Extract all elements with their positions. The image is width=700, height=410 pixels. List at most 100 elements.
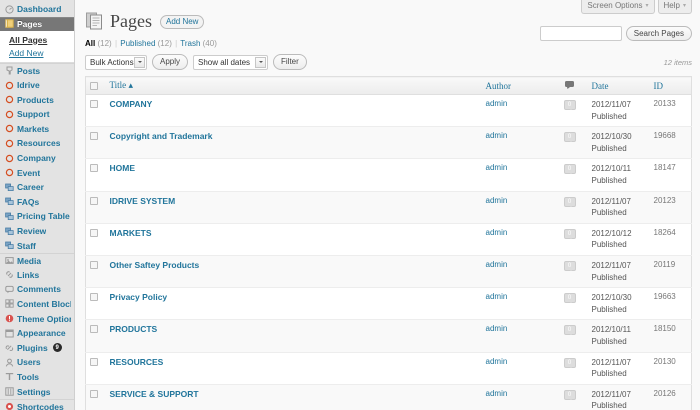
comment-count-badge[interactable]: 0: [563, 100, 576, 110]
row-checkbox[interactable]: [90, 228, 98, 237]
sidebar-item-pages[interactable]: Pages: [0, 16, 74, 32]
submenu-item-add-new[interactable]: Add New: [9, 47, 44, 58]
row-select-cell[interactable]: [85, 287, 106, 321]
row-select-cell[interactable]: [85, 352, 106, 385]
author-link[interactable]: admin: [485, 163, 508, 173]
table-row[interactable]: MARKETS admin 0 2012/10/12 Published 18264: [85, 223, 692, 256]
search-input[interactable]: [539, 26, 622, 42]
author-link[interactable]: admin: [485, 356, 508, 366]
comment-count-badge[interactable]: 0: [563, 293, 576, 304]
comment-count-badge[interactable]: 0: [563, 196, 576, 207]
search-pages-button[interactable]: Search Pages: [625, 26, 692, 42]
row-select-cell[interactable]: [85, 384, 106, 410]
filter-link-trash[interactable]: Trash: [180, 39, 201, 48]
sidebar-item-support[interactable]: Support: [0, 107, 74, 122]
sidebar-item-appearance[interactable]: Appearance: [0, 326, 74, 341]
row-checkbox[interactable]: [90, 196, 98, 205]
page-title-link[interactable]: PRODUCTS: [109, 324, 158, 335]
row-select-cell[interactable]: [85, 319, 106, 353]
sidebar-item-plugins[interactable]: Plugins 9: [0, 340, 74, 355]
author-link[interactable]: admin: [485, 99, 508, 108]
sidebar-item-dashboard[interactable]: Dashboard: [0, 2, 74, 17]
row-select-cell[interactable]: [85, 223, 106, 256]
table-row[interactable]: COMPANY admin 0 2012/11/07 Published 20133: [85, 94, 692, 128]
screen-options-tab[interactable]: Screen Options ▾: [581, 0, 655, 14]
comment-count-badge[interactable]: 0: [563, 389, 576, 400]
filter-button[interactable]: Filter: [273, 54, 307, 70]
author-link[interactable]: admin: [485, 195, 508, 205]
author-link[interactable]: admin: [485, 131, 508, 141]
column-header-author[interactable]: Author: [481, 76, 552, 95]
row-checkbox[interactable]: [90, 100, 98, 108]
sidebar-item-company[interactable]: Company: [0, 151, 74, 166]
row-checkbox[interactable]: [90, 260, 98, 269]
sidebar-item-tools[interactable]: Tools: [0, 370, 74, 385]
help-tab[interactable]: Help ▾: [657, 0, 692, 14]
table-row[interactable]: SERVICE & SUPPORT admin 0 2012/11/07 Publish…: [85, 384, 692, 410]
sidebar-item-resources[interactable]: Resources: [0, 136, 74, 151]
bulk-actions-select-top[interactable]: Bulk Actions: [85, 54, 147, 70]
row-select-cell[interactable]: [85, 191, 106, 224]
sidebar-item-staff[interactable]: Staff: [0, 238, 74, 253]
table-row[interactable]: Privacy Policy admin 0 2012/10/30 Published 1…: [85, 287, 692, 321]
comment-count-badge[interactable]: 0: [563, 228, 576, 239]
row-checkbox[interactable]: [90, 357, 98, 366]
sidebar-item-posts[interactable]: Posts: [0, 63, 74, 78]
page-title-link[interactable]: COMPANY: [109, 99, 153, 109]
select-all-header[interactable]: [85, 76, 106, 95]
sidebar-item-products[interactable]: Products: [0, 92, 74, 107]
filter-link-published[interactable]: Published: [120, 39, 156, 48]
row-checkbox[interactable]: [90, 325, 98, 334]
sidebar-item-users[interactable]: Users: [0, 355, 74, 370]
row-select-cell[interactable]: [85, 94, 106, 128]
apply-button-top[interactable]: Apply: [152, 54, 189, 70]
select-all-checkbox[interactable]: [90, 82, 98, 90]
page-title-link[interactable]: RESOURCES: [109, 356, 164, 367]
table-row[interactable]: IDRIVE SYSTEM admin 0 2012/11/07 Published 20…: [85, 191, 692, 224]
column-header-date[interactable]: Date: [587, 76, 650, 95]
table-row[interactable]: PRODUCTS admin 0 2012/10/11 Published 18150: [85, 319, 692, 353]
row-checkbox[interactable]: [90, 164, 98, 173]
sidebar-item-event[interactable]: Event: [0, 165, 74, 180]
sidebar-item-comments[interactable]: Comments: [0, 282, 74, 297]
table-row[interactable]: Copyright and Trademark admin 0 2012/10/30 P…: [85, 126, 692, 160]
column-header-id[interactable]: ID: [649, 76, 692, 95]
sidebar-item-markets[interactable]: Markets: [0, 122, 74, 137]
comment-count-badge[interactable]: 0: [563, 357, 576, 368]
filter-link-all[interactable]: All: [85, 39, 96, 48]
author-link[interactable]: admin: [485, 324, 508, 334]
comment-count-badge[interactable]: 0: [563, 132, 576, 143]
row-select-cell[interactable]: [85, 158, 106, 192]
page-title-link[interactable]: Other Saftey Products: [109, 259, 200, 270]
page-title-link[interactable]: SERVICE & SUPPORT: [109, 388, 199, 399]
sidebar-item-theme-options[interactable]: Theme Options: [0, 311, 74, 326]
page-title-link[interactable]: Copyright and Trademark: [109, 131, 213, 142]
author-link[interactable]: admin: [485, 292, 508, 302]
page-title-link[interactable]: MARKETS: [109, 227, 152, 238]
row-checkbox[interactable]: [90, 132, 98, 141]
add-new-button[interactable]: Add New: [160, 15, 205, 29]
date-filter-select[interactable]: Show all dates: [193, 54, 269, 70]
comment-count-badge[interactable]: 0: [563, 164, 576, 175]
page-title-link[interactable]: HOME: [109, 163, 136, 174]
table-row[interactable]: RESOURCES admin 0 2012/11/07 Published 20130: [85, 352, 692, 385]
row-select-cell[interactable]: [85, 255, 106, 289]
column-header-comments[interactable]: [551, 76, 588, 95]
sidebar-item-shortcodes[interactable]: Shortcodes: [0, 398, 74, 410]
page-title-link[interactable]: Privacy Policy: [109, 292, 168, 303]
author-link[interactable]: admin: [485, 388, 508, 398]
sidebar-item-review[interactable]: Review: [0, 224, 74, 239]
page-title-link[interactable]: IDRIVE SYSTEM: [109, 195, 176, 206]
sidebar-item-idrive[interactable]: Idrive: [0, 78, 74, 93]
comment-count-badge[interactable]: 0: [563, 260, 576, 271]
row-checkbox[interactable]: [90, 389, 98, 398]
sidebar-item-career[interactable]: Career: [0, 180, 74, 195]
sidebar-item-faqs[interactable]: FAQs: [0, 195, 74, 210]
sidebar-item-media[interactable]: Media: [0, 252, 74, 268]
row-select-cell[interactable]: [85, 126, 106, 160]
table-row[interactable]: Other Saftey Products admin 0 2012/11/07 Pub…: [85, 255, 692, 289]
sidebar-item-pricing-table[interactable]: Pricing Table: [0, 209, 74, 224]
table-row[interactable]: HOME admin 0 2012/10/11 Published 18147: [85, 158, 692, 192]
sidebar-item-settings[interactable]: Settings: [0, 384, 74, 399]
author-link[interactable]: admin: [485, 227, 508, 237]
